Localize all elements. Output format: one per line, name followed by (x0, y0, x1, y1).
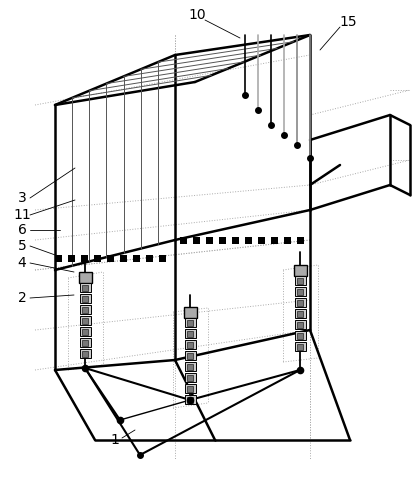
Text: 2: 2 (18, 291, 26, 305)
Bar (295, 309, 305, 318)
Text: 11: 11 (13, 208, 31, 222)
Bar (184, 307, 197, 318)
Text: 4: 4 (18, 256, 26, 270)
Bar (82, 284, 88, 291)
Text: 10: 10 (188, 8, 206, 22)
Bar (145, 254, 153, 261)
Bar (80, 305, 91, 314)
Bar (184, 395, 196, 404)
Bar (297, 278, 303, 283)
Text: 6: 6 (18, 223, 26, 237)
Text: 5: 5 (18, 239, 26, 253)
Bar (295, 342, 305, 351)
Bar (179, 237, 186, 243)
Bar (187, 396, 193, 402)
Bar (192, 237, 199, 243)
Bar (82, 350, 88, 357)
Text: 15: 15 (339, 15, 357, 29)
Bar (271, 237, 277, 243)
Bar (80, 316, 91, 325)
Bar (80, 294, 91, 303)
Bar (80, 338, 91, 347)
Bar (187, 352, 193, 358)
Bar (106, 254, 114, 261)
Bar (297, 311, 303, 316)
Bar (297, 237, 303, 243)
Bar (187, 341, 193, 348)
Text: 3: 3 (18, 191, 26, 205)
Bar (187, 385, 193, 391)
Bar (184, 340, 196, 349)
Bar (245, 237, 251, 243)
Bar (82, 295, 88, 302)
Bar (184, 318, 196, 327)
Bar (187, 374, 193, 380)
Bar (297, 322, 303, 327)
Bar (218, 237, 225, 243)
Bar (54, 254, 62, 261)
Bar (184, 362, 196, 371)
Bar (205, 237, 212, 243)
Bar (295, 331, 305, 340)
Bar (158, 254, 166, 261)
Bar (93, 254, 101, 261)
Bar (132, 254, 140, 261)
Bar (78, 272, 91, 283)
Bar (80, 349, 91, 358)
Bar (297, 300, 303, 305)
Bar (119, 254, 127, 261)
Bar (80, 254, 88, 261)
Bar (187, 330, 193, 337)
Bar (297, 344, 303, 349)
Bar (232, 237, 238, 243)
Bar (184, 329, 196, 338)
Bar (80, 283, 91, 292)
Bar (80, 327, 91, 336)
Bar (187, 319, 193, 326)
Bar (184, 351, 196, 360)
Bar (184, 373, 196, 382)
Bar (82, 317, 88, 324)
Bar (297, 289, 303, 294)
Bar (293, 265, 307, 276)
Bar (82, 339, 88, 346)
Bar (297, 333, 303, 338)
Bar (82, 328, 88, 335)
Bar (258, 237, 264, 243)
Bar (295, 276, 305, 285)
Bar (187, 363, 193, 369)
Bar (295, 287, 305, 296)
Bar (295, 298, 305, 307)
Bar (82, 306, 88, 313)
Bar (284, 237, 290, 243)
Bar (295, 320, 305, 329)
Bar (67, 254, 75, 261)
Bar (184, 384, 196, 393)
Text: 1: 1 (111, 433, 119, 447)
